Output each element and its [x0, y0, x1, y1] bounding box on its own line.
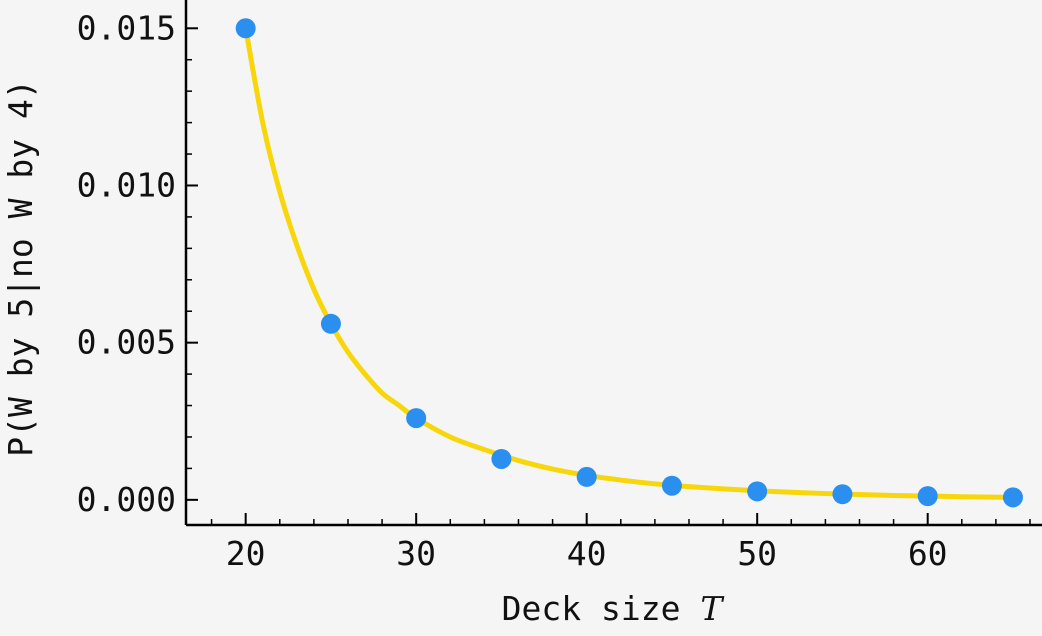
data-point: [661, 475, 682, 496]
x-tick-label: 30: [396, 534, 436, 573]
data-point: [320, 313, 341, 334]
x-tick-label: 50: [737, 534, 777, 573]
points-layer: [235, 18, 1023, 508]
curve-layer: [243, 25, 1016, 500]
y-tick-label: 0.015: [77, 8, 176, 47]
data-point: [1002, 487, 1023, 508]
data-point: [832, 484, 853, 505]
x-tick-label: 40: [567, 534, 607, 573]
fit-curve: [243, 25, 1016, 500]
axes: [184, 0, 1042, 527]
y-axis-title: P(W by 5|no W by 4): [1, 79, 40, 457]
data-point: [747, 481, 768, 502]
y-tick-label: 0.000: [77, 480, 176, 519]
data-point: [235, 18, 256, 39]
x-axis-title: Deck size T: [502, 589, 726, 628]
x-tick-label: 20: [226, 534, 266, 573]
data-point: [406, 408, 427, 429]
x-tick-label: 60: [908, 534, 948, 573]
y-tick-label: 0.010: [77, 165, 176, 204]
labels-layer: 20 30 40 50 60 0.000 0.005 0.010 0.015: [77, 8, 948, 573]
data-point: [576, 466, 597, 487]
data-point: [491, 448, 512, 469]
y-tick-label: 0.005: [77, 323, 176, 362]
data-point: [917, 486, 938, 507]
